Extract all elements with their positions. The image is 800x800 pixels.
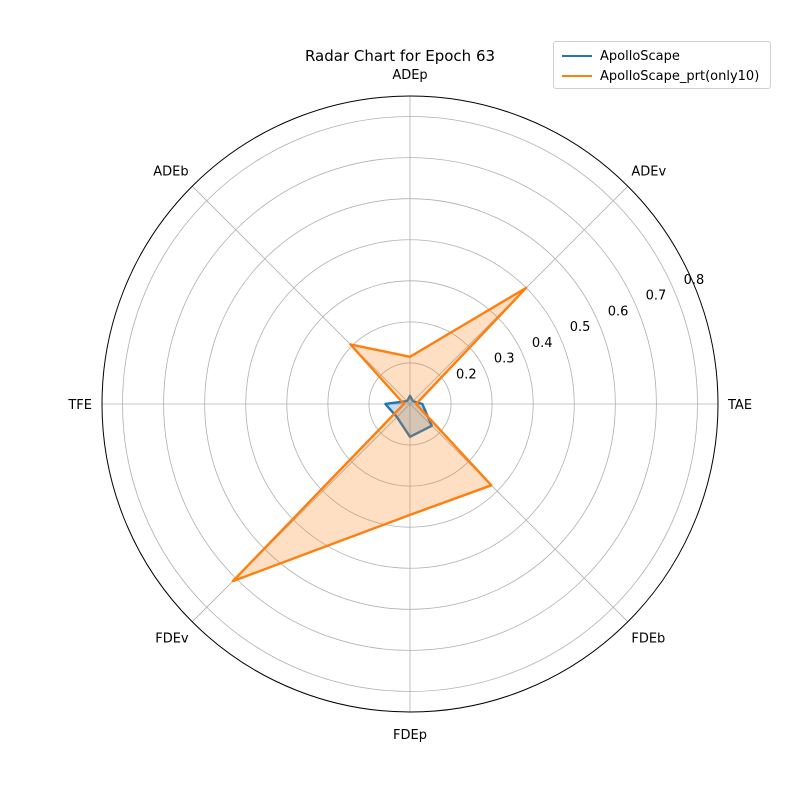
axis-label-FDEp: FDEp bbox=[393, 728, 427, 743]
legend-swatch-1 bbox=[562, 75, 592, 77]
spoke-FDEv bbox=[191, 403, 411, 623]
axis-label-ADEb: ADEb bbox=[153, 165, 188, 180]
spoke-FDEb bbox=[409, 403, 629, 623]
axis-label-ADEp: ADEp bbox=[392, 68, 427, 83]
legend-item-0: ApolloScape bbox=[562, 47, 680, 65]
r-tick-label-5: 0.7 bbox=[646, 289, 667, 304]
legend-label-1: ApolloScape_prt(only10) bbox=[600, 68, 760, 84]
axis-label-TAE: TAE bbox=[727, 398, 752, 413]
outer-frame bbox=[101, 95, 719, 713]
spoke-ADEb bbox=[191, 185, 411, 405]
r-tick-label-3: 0.5 bbox=[570, 320, 591, 335]
chart-title: Radar Chart for Epoch 63 bbox=[305, 47, 495, 65]
r-tick-label-4: 0.6 bbox=[608, 304, 629, 319]
axis-label-FDEb: FDEb bbox=[631, 631, 665, 646]
r-tick-label-0: 0.2 bbox=[456, 367, 477, 382]
axis-label-TFE: TFE bbox=[67, 398, 92, 413]
legend-item-1: ApolloScape_prt(only10) bbox=[562, 67, 759, 85]
r-tick-label-2: 0.4 bbox=[532, 336, 553, 351]
legend-swatch-0 bbox=[562, 55, 592, 57]
r-tick-label-6: 0.8 bbox=[684, 273, 705, 288]
legend: ApolloScape ApolloScape_prt(only10) bbox=[553, 41, 771, 89]
grid-layer bbox=[101, 95, 719, 713]
axis-label-ADEv: ADEv bbox=[631, 165, 666, 180]
series-layer bbox=[231, 286, 528, 583]
axis-label-FDEv: FDEv bbox=[155, 631, 189, 646]
legend-label-0: ApolloScape bbox=[600, 48, 680, 64]
label-layer: ADEp ADEv TAE FDEb FDEp FDEv TFE ADEb 0.2 0.3 0.4 0… bbox=[67, 68, 752, 743]
r-tick-label-1: 0.3 bbox=[494, 352, 515, 367]
series-fill-0 bbox=[385, 395, 432, 437]
series-fill-1 bbox=[232, 287, 527, 582]
